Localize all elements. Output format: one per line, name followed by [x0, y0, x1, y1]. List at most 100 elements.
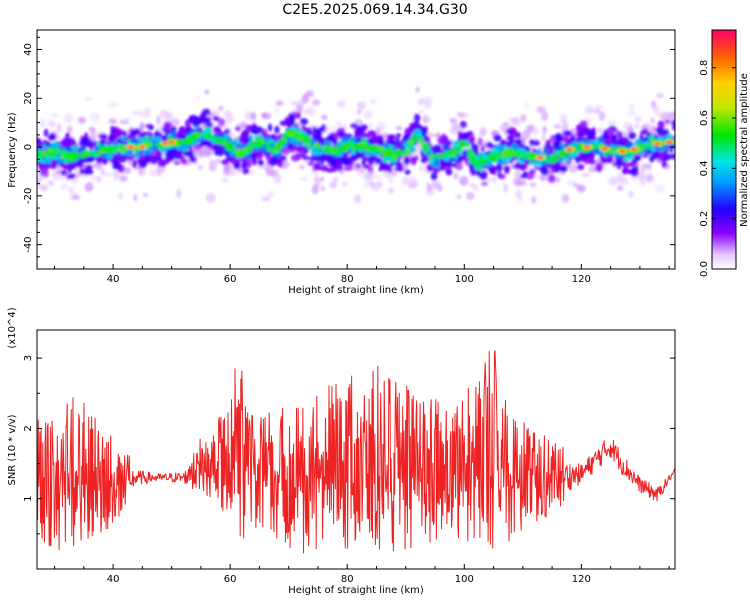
spectrogram-cell [64, 134, 70, 143]
spectrogram-cell [316, 137, 325, 143]
spectrogram-cell [172, 148, 178, 156]
spectrogram-cell [241, 159, 248, 169]
spectrogram-cell [375, 181, 383, 188]
spectrogram-cell [581, 152, 591, 159]
spectrogram-cell [607, 134, 613, 144]
spectrogram-cell [453, 172, 459, 180]
spectrogram-cell [503, 165, 510, 174]
spectrogram-cell [523, 153, 530, 158]
x-tick-label: 100 [455, 574, 474, 585]
colorbar-tick-label: 0.8 [699, 60, 710, 76]
spectrogram-cell [170, 118, 181, 127]
spectrogram-cell [159, 109, 168, 119]
spectrogram-cell [529, 161, 535, 166]
spectrogram-cell [515, 179, 524, 187]
snr-frame [36, 329, 676, 570]
spectrogram-cell [357, 101, 366, 110]
spectrogram-cell [425, 182, 431, 189]
colorbar-gradient [711, 29, 737, 270]
spectrogram-cell [312, 99, 321, 106]
snr-y-axis-label: SNR (10 * v/v) [7, 414, 18, 485]
spectrogram-cell [100, 168, 105, 176]
spectrogram-cell [404, 127, 413, 137]
spectrogram-cell [449, 117, 454, 124]
spectrogram-cell [536, 106, 547, 114]
spectrogram-cell [196, 95, 201, 100]
spectrogram-cell [74, 145, 79, 151]
spectrogram-cell [420, 156, 428, 164]
spectrogram-cell [493, 134, 502, 142]
spectrogram-cell [370, 99, 377, 105]
y-tick-label: -40 [23, 236, 34, 252]
spectrogram-cell [444, 161, 450, 167]
spectrogram-cell [282, 147, 290, 156]
spectrogram-cell [290, 100, 298, 106]
spectrogram-cell [134, 152, 140, 159]
spectrogram-cell [200, 116, 207, 124]
spectrogram-cell [580, 173, 591, 178]
spectrogram-cell [249, 128, 257, 134]
spectrogram-cell [188, 114, 198, 123]
spectrogram-cell [37, 139, 42, 144]
spectrogram-cell [467, 155, 476, 159]
spectrogram-cell [655, 184, 665, 193]
spectrogram-cell [634, 123, 639, 129]
spectrogram-cell [149, 168, 158, 177]
spectrogram-cell [626, 111, 637, 116]
x-tick-label: 120 [572, 574, 591, 585]
spectrogram-cell [218, 133, 224, 138]
spectrogram-cell [209, 159, 216, 165]
spectrogram-cell [514, 168, 521, 179]
spectrogram-cell [553, 124, 561, 129]
spectrogram-cell [388, 134, 395, 142]
spectrogram-cell [90, 112, 100, 123]
spectrogram-peak [654, 142, 661, 146]
spectrogram-cell [529, 168, 536, 175]
spectrogram-cell [559, 144, 566, 148]
spectrogram-cell [207, 134, 213, 140]
spectrogram-cell [525, 160, 531, 166]
colorbar-tick-label: 0.6 [699, 110, 710, 126]
spectrogram-cell [634, 115, 642, 123]
spectrogram-cell [77, 116, 87, 124]
spectrogram-cell [441, 144, 447, 149]
spectrogram-cell [307, 161, 316, 166]
spectrogram-cell [381, 150, 389, 156]
spectrogram-cell [611, 134, 618, 141]
spectrogram-cell [628, 132, 637, 140]
spectrogram-cell [584, 105, 595, 115]
spectrogram-cell [596, 162, 603, 169]
spectrogram-cell [608, 176, 618, 186]
spectrogram-cell [573, 183, 581, 188]
spectrogram-cell [176, 188, 182, 199]
spectrogram-cell [623, 180, 629, 186]
spectrogram-cell [395, 137, 400, 145]
spectrogram-cell [616, 185, 624, 191]
spectrogram-cell [167, 134, 172, 139]
spectrogram-blobs [37, 86, 675, 204]
spectrogram-cell [235, 150, 242, 156]
spectrogram-cell [267, 123, 273, 132]
spectrogram-cell [276, 142, 284, 147]
spectrogram-cell [652, 105, 660, 114]
spectrogram-cell [539, 173, 550, 181]
spectrogram-cell [412, 126, 419, 131]
spectrogram-cell [299, 176, 308, 181]
spectrogram-cell [264, 140, 270, 145]
spectrogram-cell [91, 175, 97, 182]
spectrogram-cell [235, 142, 244, 147]
spectrogram-cell [417, 136, 424, 140]
spectrogram-cell [203, 150, 212, 158]
spectrogram-cell [518, 191, 523, 202]
spectrogram-cell [635, 139, 640, 143]
spectrogram-cell [176, 148, 183, 156]
spectrogram-cell [476, 159, 484, 164]
spectrogram-cell [81, 145, 87, 152]
spectrogram-cell [111, 170, 118, 176]
spectrogram-cell [96, 143, 102, 148]
spectrogram-cell [374, 158, 381, 164]
spectrogram-cell [373, 175, 383, 180]
spectrogram-cell [560, 165, 568, 172]
spectrogram-cell [49, 132, 57, 141]
spectrogram-cell [356, 170, 366, 176]
